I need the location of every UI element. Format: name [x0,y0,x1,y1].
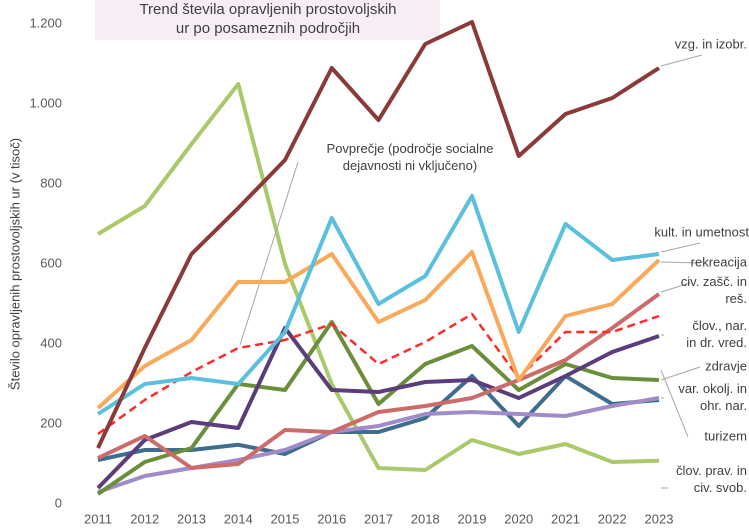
x-tick-label: 2018 [411,511,440,526]
y-tick-label: 400 [40,335,62,350]
legend-label: člov. prav. in civ. svob. [676,463,747,495]
legend-label: vzg. in izobr. [675,36,747,51]
series-line [96,82,660,472]
series-line [96,20,661,449]
legend-label: Povprečje (področje socialne dejavnosti n… [327,141,494,173]
x-tick-label: 2015 [271,511,300,526]
x-tick-label: 2023 [645,511,674,526]
leader-line [660,242,701,253]
series-line [96,250,661,410]
series-line [96,194,660,416]
legend-label: civ. zašč. in reš. [681,274,747,306]
y-tick-label: 600 [40,255,62,270]
leader-line [239,161,299,346]
legend-label: kult. in umetnost [654,224,749,239]
leader-line [660,54,703,67]
legend-label: turizem [704,428,747,443]
leader-line [660,366,701,381]
title-box [95,0,440,40]
x-tick-label: 2020 [504,511,533,526]
y-tick-label: 1.200 [29,15,62,30]
x-tick-label: 2014 [224,511,253,526]
series-line [96,326,660,490]
x-tick-label: 2022 [598,511,627,526]
x-tick-label: 2013 [177,511,206,526]
y-tick-label: 1.000 [29,95,62,110]
y-axis-label: Število opravljenih prostovoljskih ur (v… [7,138,22,390]
x-tick-label: 2019 [458,511,487,526]
x-tick-label: 2011 [84,511,112,526]
legend-label: rekreacija [691,254,748,269]
y-tick-label: 800 [40,175,62,190]
leader-line [660,261,701,264]
series-line [97,312,660,436]
legend-label: var. okolj. in ohr. nar. [678,381,747,413]
x-tick-label: 2016 [317,511,346,526]
series-line [96,320,660,496]
series-line [97,292,661,470]
x-tick-label: 2012 [130,511,159,526]
leader-line [660,282,691,293]
legend-label: člov., nar. in dr. vred. [686,318,747,350]
y-tick-label: 0 [55,495,62,510]
legend-label: zdravje [705,358,747,373]
x-tick-label: 2021 [551,511,580,526]
y-tick-label: 200 [40,415,62,430]
leader-line [660,369,689,438]
chart-title: Trend števila opravljenih prostovoljskih… [139,1,396,37]
x-tick-label: 2017 [364,511,393,526]
